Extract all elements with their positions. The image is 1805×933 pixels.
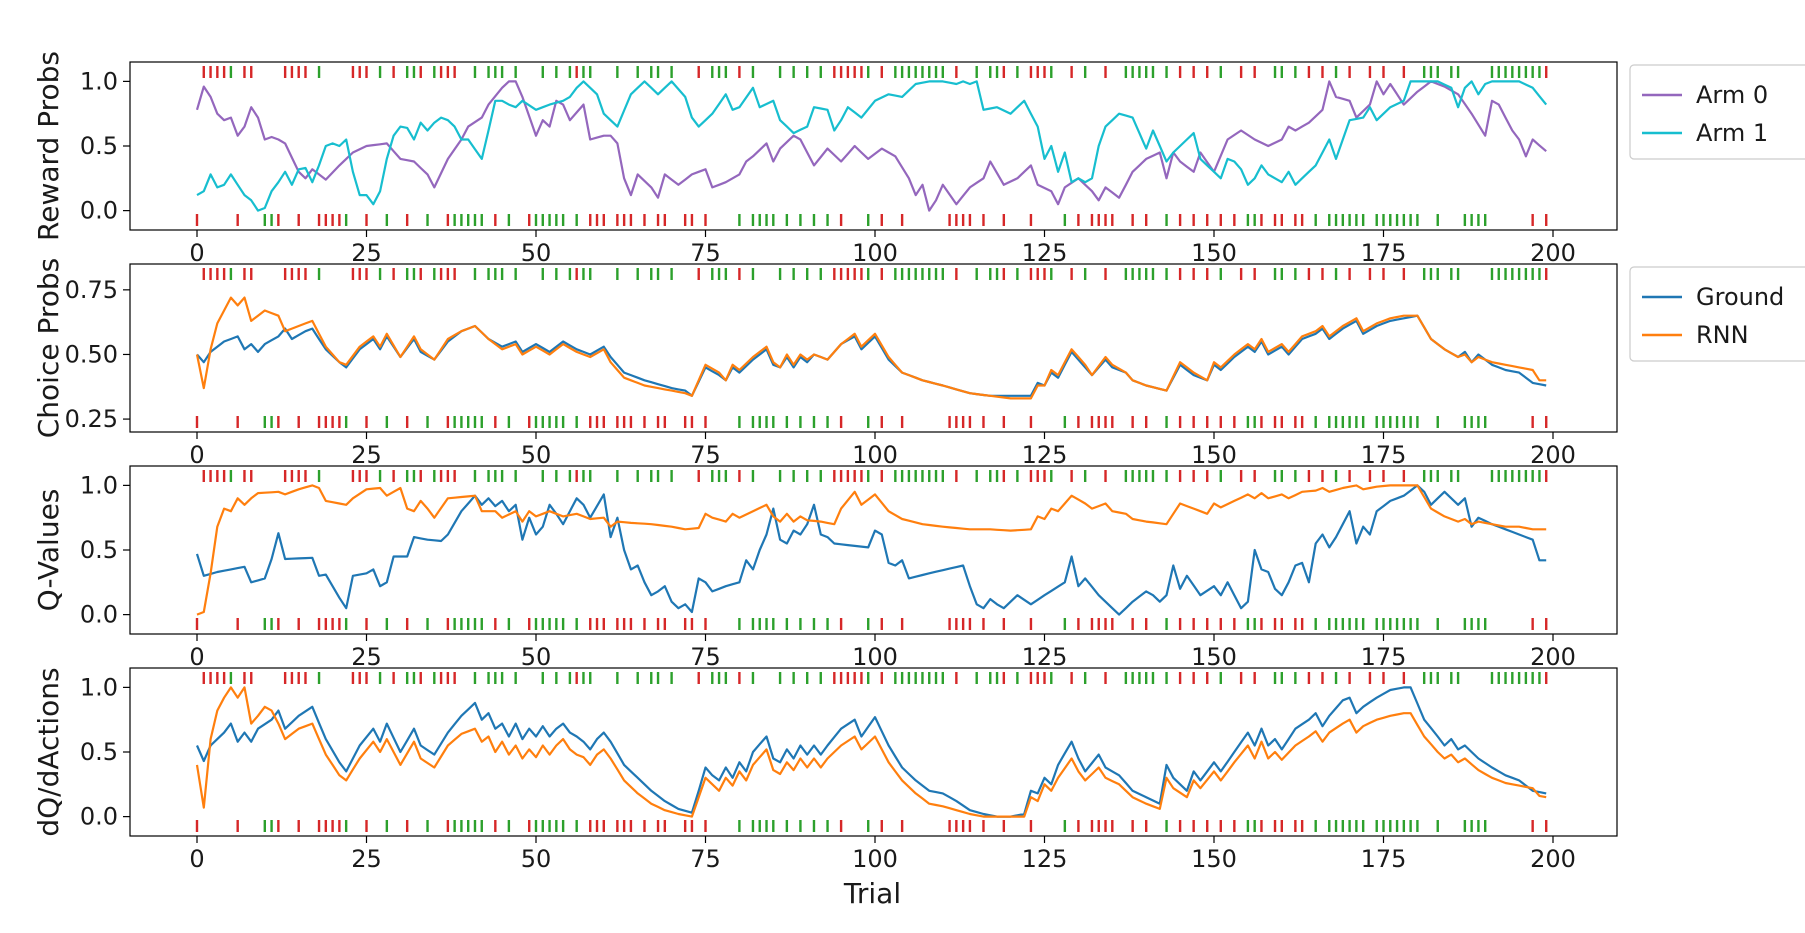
- y-tick-label: 0.5: [80, 536, 118, 564]
- x-tick-label: 125: [1022, 441, 1068, 469]
- x-tick-label: 100: [852, 441, 898, 469]
- y-axis-label: dQ/dActions: [32, 667, 65, 836]
- legend-label: Arm 1: [1696, 119, 1768, 147]
- axes-frame: [129, 667, 1618, 837]
- legend-label: Ground: [1696, 283, 1784, 311]
- series-line-1: [195, 484, 1547, 616]
- x-tick-label: 150: [1191, 441, 1237, 469]
- x-tick-label: 175: [1361, 239, 1407, 267]
- series-line-2: [195, 296, 1547, 400]
- x-tick-label: 50: [521, 239, 552, 267]
- y-tick-label: 0.5: [80, 132, 118, 160]
- y-tick-label: 0.0: [80, 601, 118, 629]
- y-tick-label: 0.5: [80, 738, 118, 766]
- y-tick-label: 0.75: [65, 276, 118, 304]
- legend-label: Arm 0: [1696, 81, 1768, 109]
- y-axis-label: Q-Values: [32, 489, 65, 612]
- x-tick-label: 50: [521, 845, 552, 873]
- x-tick-label: 125: [1022, 239, 1068, 267]
- panel-3: 0.0 0.5 1.0 0 25 50 75 100 125 150 175 200 Q-Values: [32, 465, 1618, 671]
- x-tick-label: 25: [351, 845, 382, 873]
- x-tick-label: 200: [1530, 441, 1576, 469]
- axes-frame: [129, 263, 1618, 433]
- x-tick-label: 75: [690, 441, 721, 469]
- axes-frame: [129, 61, 1618, 231]
- x-tick-label: 75: [690, 239, 721, 267]
- legend: Arm 0 Arm 1: [1629, 64, 1805, 160]
- y-tick-label: 0.50: [65, 340, 118, 368]
- x-tick-label: 0: [189, 239, 204, 267]
- legend-label: RNN: [1696, 321, 1749, 349]
- x-tick-label: 125: [1022, 845, 1068, 873]
- series-line-1: [196, 314, 1547, 397]
- x-tick-label: 0: [189, 643, 204, 671]
- x-tick-label: 125: [1022, 643, 1068, 671]
- y-axis-label: Choice Probs: [32, 258, 65, 439]
- x-tick-label: 200: [1530, 239, 1576, 267]
- panel-4: 0.0 0.5 1.0 0 25 50 75 100 125 150 175 200 dQ/dActio…: [32, 667, 1618, 910]
- x-tick-label: 175: [1361, 845, 1407, 873]
- x-tick-label: 175: [1361, 441, 1407, 469]
- panel-2: 0.25 0.50 0.75 0 25 50 75 100 125 150 175 200 Choice…: [32, 258, 1805, 469]
- series-line-2: [196, 484, 1547, 616]
- x-tick-label: 100: [852, 845, 898, 873]
- legend-frame: [1629, 266, 1805, 362]
- series-line-2: [195, 686, 1547, 818]
- x-tick-label: 25: [351, 441, 382, 469]
- y-axis-label: Reward Probs: [32, 51, 65, 241]
- x-tick-label: 75: [690, 845, 721, 873]
- x-tick-label: 50: [521, 643, 552, 671]
- x-tick-label: 200: [1530, 845, 1576, 873]
- x-tick-label: 150: [1191, 845, 1237, 873]
- y-tick-label: 1.0: [80, 673, 118, 701]
- axes-frame: [129, 465, 1618, 635]
- series-line-1: [195, 686, 1547, 818]
- x-tick-label: 25: [351, 643, 382, 671]
- y-tick-label: 0.0: [80, 803, 118, 831]
- x-tick-label: 150: [1191, 239, 1237, 267]
- y-tick-label: 1.0: [80, 67, 118, 95]
- x-tick-label: 200: [1530, 643, 1576, 671]
- x-tick-label: 0: [189, 441, 204, 469]
- series-line-1: [195, 80, 1547, 212]
- x-tick-label: 100: [852, 643, 898, 671]
- x-tick-label: 150: [1191, 643, 1237, 671]
- x-tick-label: 25: [351, 239, 382, 267]
- y-tick-label: 0.25: [65, 405, 118, 433]
- x-tick-label: 50: [521, 441, 552, 469]
- panel-1: 0.0 0.5 1.0 0 25 50 75 100 125 150 175 200 Reward Pr…: [32, 51, 1805, 267]
- x-tick-label: 175: [1361, 643, 1407, 671]
- x-tick-label: 0: [189, 845, 204, 873]
- y-tick-label: 0.0: [80, 197, 118, 225]
- x-axis-label: Trial: [843, 877, 901, 910]
- legend: Ground RNN: [1629, 266, 1805, 362]
- legend-frame: [1629, 64, 1805, 160]
- x-tick-label: 75: [690, 643, 721, 671]
- x-tick-label: 100: [852, 239, 898, 267]
- y-tick-label: 1.0: [80, 471, 118, 499]
- series-line-2: [196, 80, 1548, 212]
